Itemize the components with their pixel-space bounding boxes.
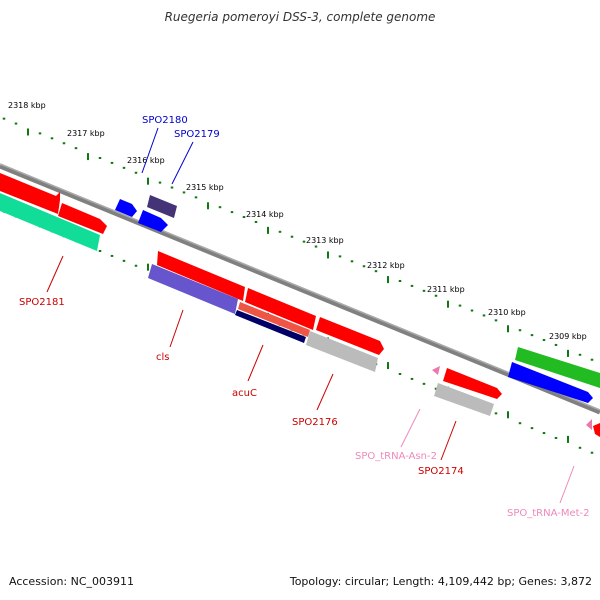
gene-arrow-left-red-2[interactable] [58, 203, 107, 234]
gene-arrow-navy-small[interactable] [147, 195, 177, 218]
gene-arrow-red-spo2174[interactable] [443, 368, 502, 399]
gene-label-spo2176[interactable]: SPO2176 [292, 417, 338, 428]
gene-arrow-red-spo2176-top[interactable] [316, 317, 384, 355]
gene-arrow-blue-spo2180[interactable] [115, 199, 137, 217]
tick-label-2314: 2314 kbp [246, 210, 284, 219]
trna-marker-met[interactable] [586, 419, 592, 430]
kbp-tick-labels: 2318 kbp 2317 kbp 2316 kbp 2315 kbp 2314… [8, 101, 587, 341]
gene-arrow-purple-cls[interactable] [148, 264, 238, 314]
upper-tick-track [2, 117, 594, 361]
gene-label-cls[interactable]: cls [156, 352, 170, 363]
tick-label-2313: 2313 kbp [306, 236, 344, 245]
gene-arrow-gray-spo2176[interactable] [306, 331, 378, 372]
tick-label-2317: 2317 kbp [67, 129, 105, 138]
gene-arrow-red-acuc-top[interactable] [245, 288, 316, 330]
gene-arrow-green-right[interactable] [515, 347, 600, 388]
tick-label-2311: 2311 kbp [427, 285, 465, 294]
gene-label-spo2181[interactable]: SPO2181 [19, 297, 65, 308]
tick-label-2310: 2310 kbp [488, 308, 526, 317]
gene-features [0, 173, 600, 437]
tick-label-2312: 2312 kbp [367, 261, 405, 270]
label-leader-lines [46, 127, 575, 504]
gene-arrow-left-red-1[interactable] [0, 173, 60, 214]
gene-label-spo2179[interactable]: SPO2179 [174, 129, 220, 140]
accession-text: Accession: NC_003911 [9, 575, 135, 588]
tick-label-2318: 2318 kbp [8, 101, 46, 110]
tick-label-2316: 2316 kbp [127, 156, 165, 165]
gene-label-trna-met[interactable]: SPO_tRNA-Met-2 [507, 508, 590, 519]
gene-labels: SPO2180 SPO2179 SPO2181 cls acuC SPO2176… [19, 115, 590, 519]
gene-label-trna-asn[interactable]: SPO_tRNA-Asn-2 [355, 451, 437, 462]
gene-arrow-blue-right[interactable] [508, 362, 593, 403]
tick-label-2309: 2309 kbp [549, 332, 587, 341]
tick-label-2315: 2315 kbp [186, 183, 224, 192]
gene-label-spo2180[interactable]: SPO2180 [142, 115, 188, 126]
trna-marker-asn[interactable] [432, 366, 440, 375]
gene-arrow-salmon-acuc[interactable] [238, 302, 310, 337]
map-title: Ruegeria pomeroyi DSS-3, complete genome [164, 10, 436, 24]
gene-arrow-gray-spo2174[interactable] [434, 383, 494, 416]
gene-arrow-blue-spo2179[interactable] [138, 210, 168, 232]
genome-backbone [0, 163, 600, 415]
gene-label-acuc[interactable]: acuC [232, 388, 257, 399]
gene-arrow-red-cls-top[interactable] [157, 251, 245, 301]
gene-arrow-red-edge[interactable] [593, 423, 600, 437]
gene-label-spo2174[interactable]: SPO2174 [418, 466, 464, 477]
gene-arrow-teal[interactable] [0, 193, 100, 251]
topology-text: Topology: circular; Length: 4,109,442 bp… [289, 575, 592, 588]
gene-arrow-navy-acuc[interactable] [235, 310, 306, 343]
